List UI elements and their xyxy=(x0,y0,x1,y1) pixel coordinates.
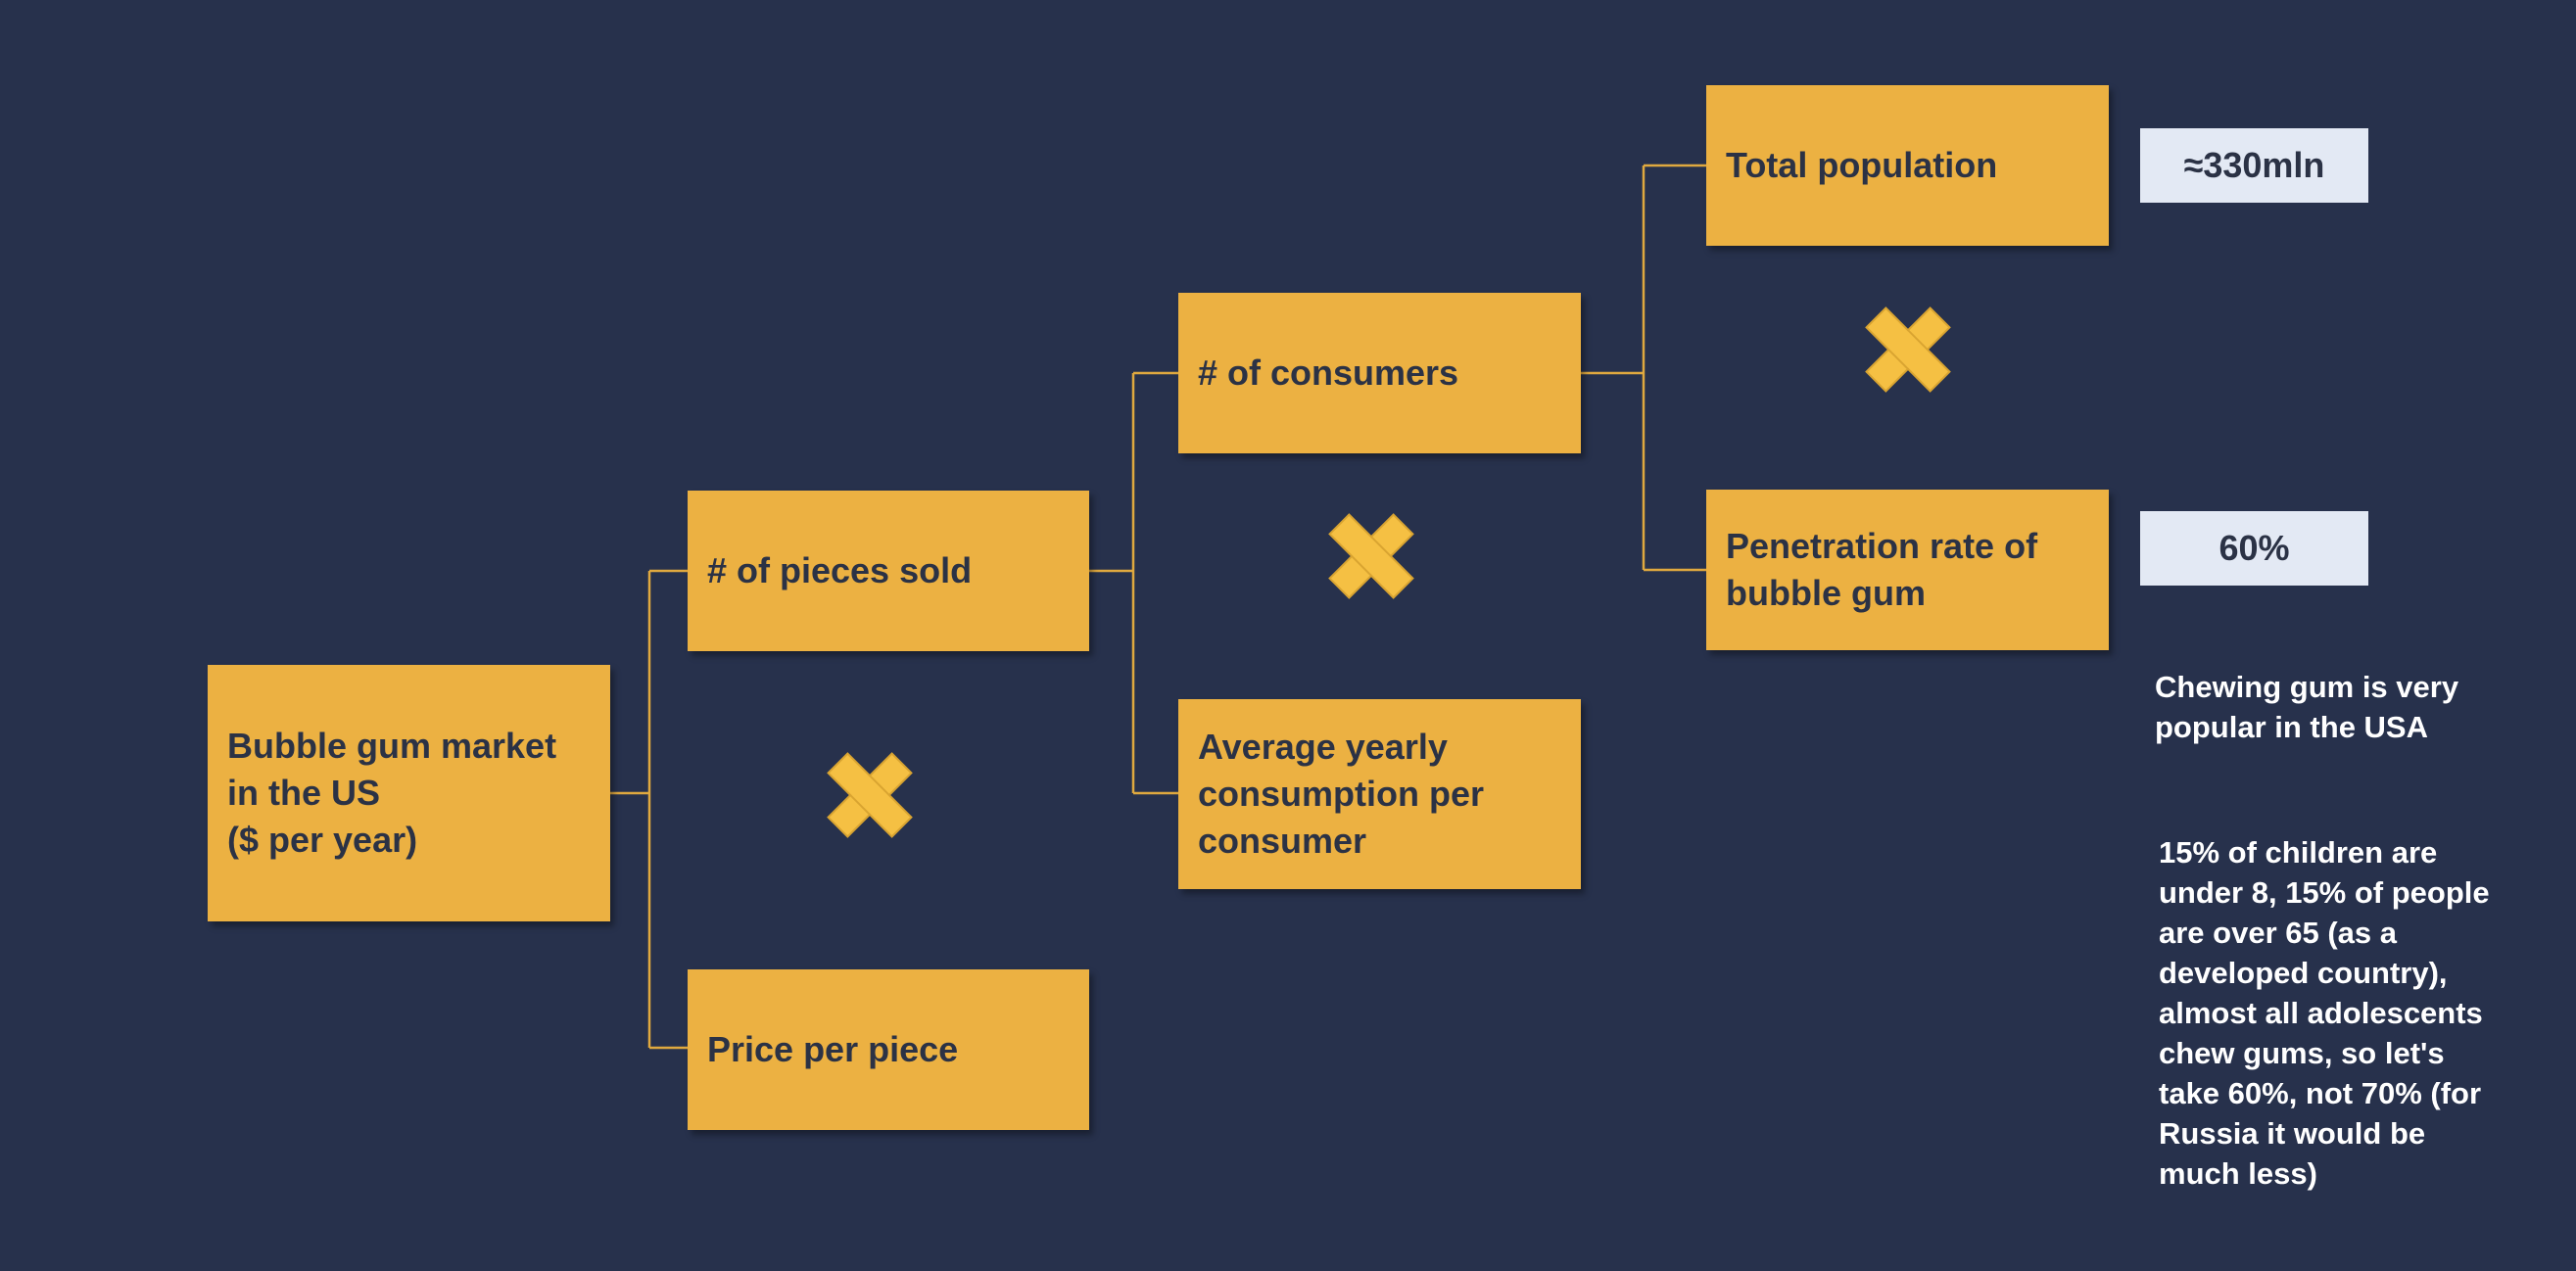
note-line: 15% of children are xyxy=(2159,835,2438,870)
node-price-per-piece: Price per piece xyxy=(688,969,1089,1130)
node-label-line: consumer xyxy=(1198,821,1367,861)
note-line: are over 65 (as a xyxy=(2159,916,2398,950)
node-penetration-rate: Penetration rate of bubble gum xyxy=(1706,490,2109,650)
node-label-line: in the US xyxy=(227,773,381,813)
note-line: almost all adolescents xyxy=(2159,996,2483,1030)
node-label: Bubble gum market in the US ($ per year) xyxy=(227,723,556,864)
node-label-line: bubble gum xyxy=(1726,573,1926,613)
node-bubble-gum-market: Bubble gum market in the US ($ per year) xyxy=(208,665,610,921)
connector-consumers-to-children xyxy=(1581,164,1706,572)
note-line: under 8, 15% of people xyxy=(2159,875,2490,910)
node-total-population: Total population xyxy=(1706,85,2109,246)
note-line: Russia it would be xyxy=(2159,1116,2426,1151)
node-label: # of consumers xyxy=(1198,353,1459,393)
node-label-line: consumption per xyxy=(1198,774,1485,814)
value-total-population: ≈330mln xyxy=(2140,128,2368,203)
connector-pieces-to-children xyxy=(1089,371,1178,795)
node-label: Price per piece xyxy=(707,1029,959,1069)
note-line: popular in the USA xyxy=(2155,710,2428,744)
node-label: Penetration rate of bubble gum xyxy=(1726,523,2037,617)
note-line: Chewing gum is very xyxy=(2155,670,2459,704)
multiply-icon xyxy=(827,752,913,838)
node-average-yearly-consumption: Average yearly consumption per consumer xyxy=(1178,699,1581,889)
note-line: much less) xyxy=(2159,1156,2317,1191)
node-consumers: # of consumers xyxy=(1178,293,1581,453)
note-line: developed country), xyxy=(2159,956,2448,990)
value-text: 60% xyxy=(2218,528,2290,568)
value-text: ≈330mln xyxy=(2183,145,2325,185)
node-label-line: ($ per year) xyxy=(227,820,418,860)
note-gum-popularity: Chewing gum is very popular in the USA xyxy=(2155,667,2566,747)
node-pieces-sold: # of pieces sold xyxy=(688,491,1089,651)
note-line: take 60%, not 70% (for xyxy=(2159,1076,2482,1110)
node-label: # of pieces sold xyxy=(707,550,973,590)
multiply-icon xyxy=(1865,306,1951,393)
node-label: Average yearly consumption per consumer xyxy=(1198,724,1484,865)
multiply-icon xyxy=(1328,513,1414,599)
note-penetration-reasoning: 15% of children are under 8, 15% of peop… xyxy=(2159,832,2570,1194)
value-penetration-rate: 60% xyxy=(2140,511,2368,586)
note-line: chew gums, so let's xyxy=(2159,1036,2445,1070)
node-label-line: Penetration rate of xyxy=(1726,526,2038,566)
node-label-line: Average yearly xyxy=(1198,727,1448,767)
node-label-line: Bubble gum market xyxy=(227,726,557,766)
connector-market-to-children xyxy=(610,569,688,1050)
node-label: Total population xyxy=(1726,145,1998,185)
